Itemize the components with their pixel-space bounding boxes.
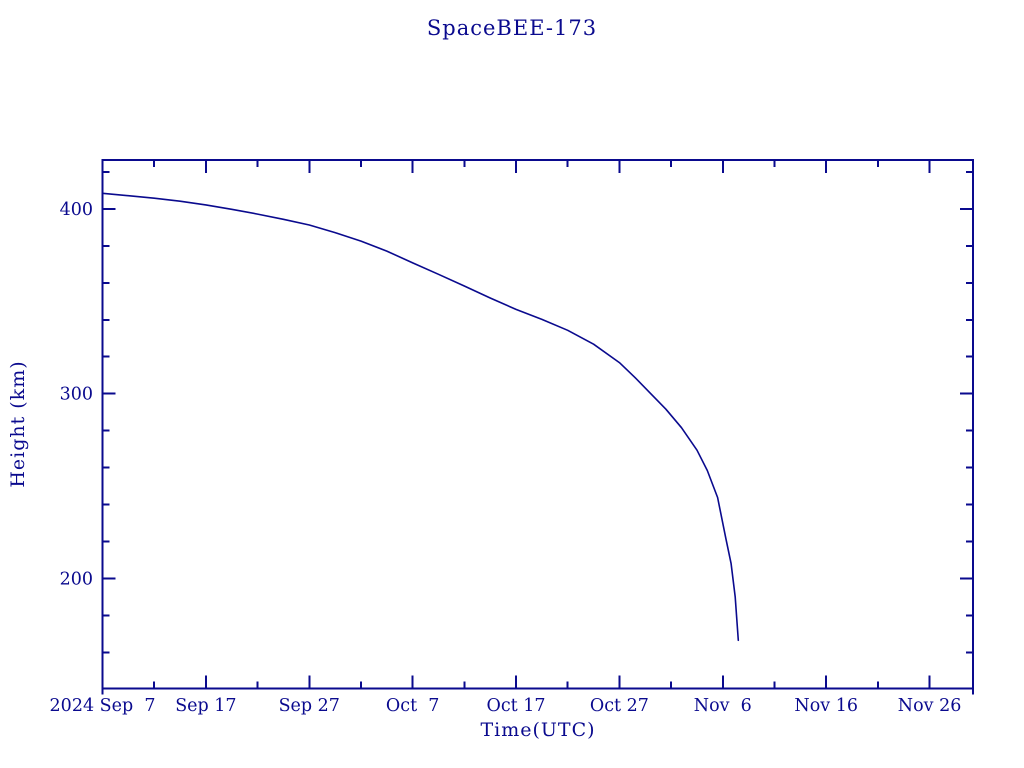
plot-frame (101, 159, 974, 690)
x-tick-label: Oct 17 (487, 696, 546, 716)
x-tick-label: Oct 7 (386, 696, 439, 716)
x-tick-label: Nov 6 (694, 696, 752, 716)
height-decay-line (101, 192, 740, 642)
x-tick-label: Oct 27 (590, 696, 649, 716)
y-tick-label: 400 (60, 200, 93, 220)
chart-title: SpaceBEE-173 (426, 16, 598, 40)
x-tick-label: 2024 Sep 7 (50, 696, 156, 716)
x-tick-label: Nov 16 (794, 696, 858, 716)
x-tick-label: Sep 27 (279, 696, 340, 716)
x-axis-label: Time(UTC) (480, 719, 596, 741)
y-tick-label: 200 (60, 569, 93, 589)
x-tick-label: Nov 26 (898, 696, 962, 716)
x-tick-label: Sep 17 (175, 696, 236, 716)
y-tick-label: 300 (60, 385, 93, 405)
